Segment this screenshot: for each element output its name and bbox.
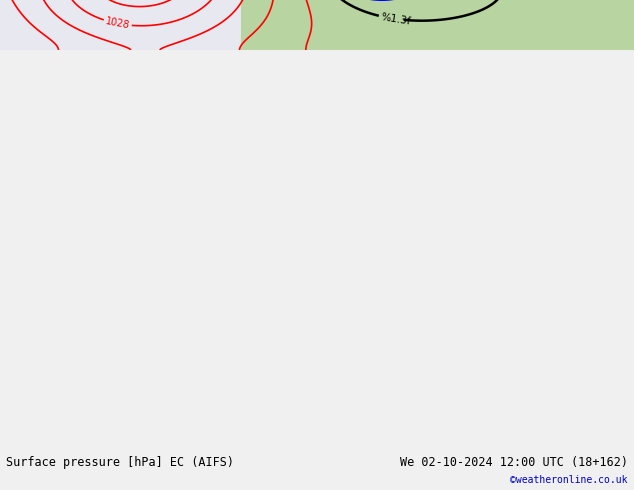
Text: Surface pressure [hPa] EC (AIFS): Surface pressure [hPa] EC (AIFS) xyxy=(6,456,235,469)
Text: %1.3f: %1.3f xyxy=(380,12,411,26)
Text: ©weatheronline.co.uk: ©weatheronline.co.uk xyxy=(510,475,628,485)
Polygon shape xyxy=(254,0,634,50)
Text: 1028: 1028 xyxy=(105,16,131,31)
Polygon shape xyxy=(0,0,634,50)
Text: We 02-10-2024 12:00 UTC (18+162): We 02-10-2024 12:00 UTC (18+162) xyxy=(399,456,628,469)
Polygon shape xyxy=(241,0,634,50)
